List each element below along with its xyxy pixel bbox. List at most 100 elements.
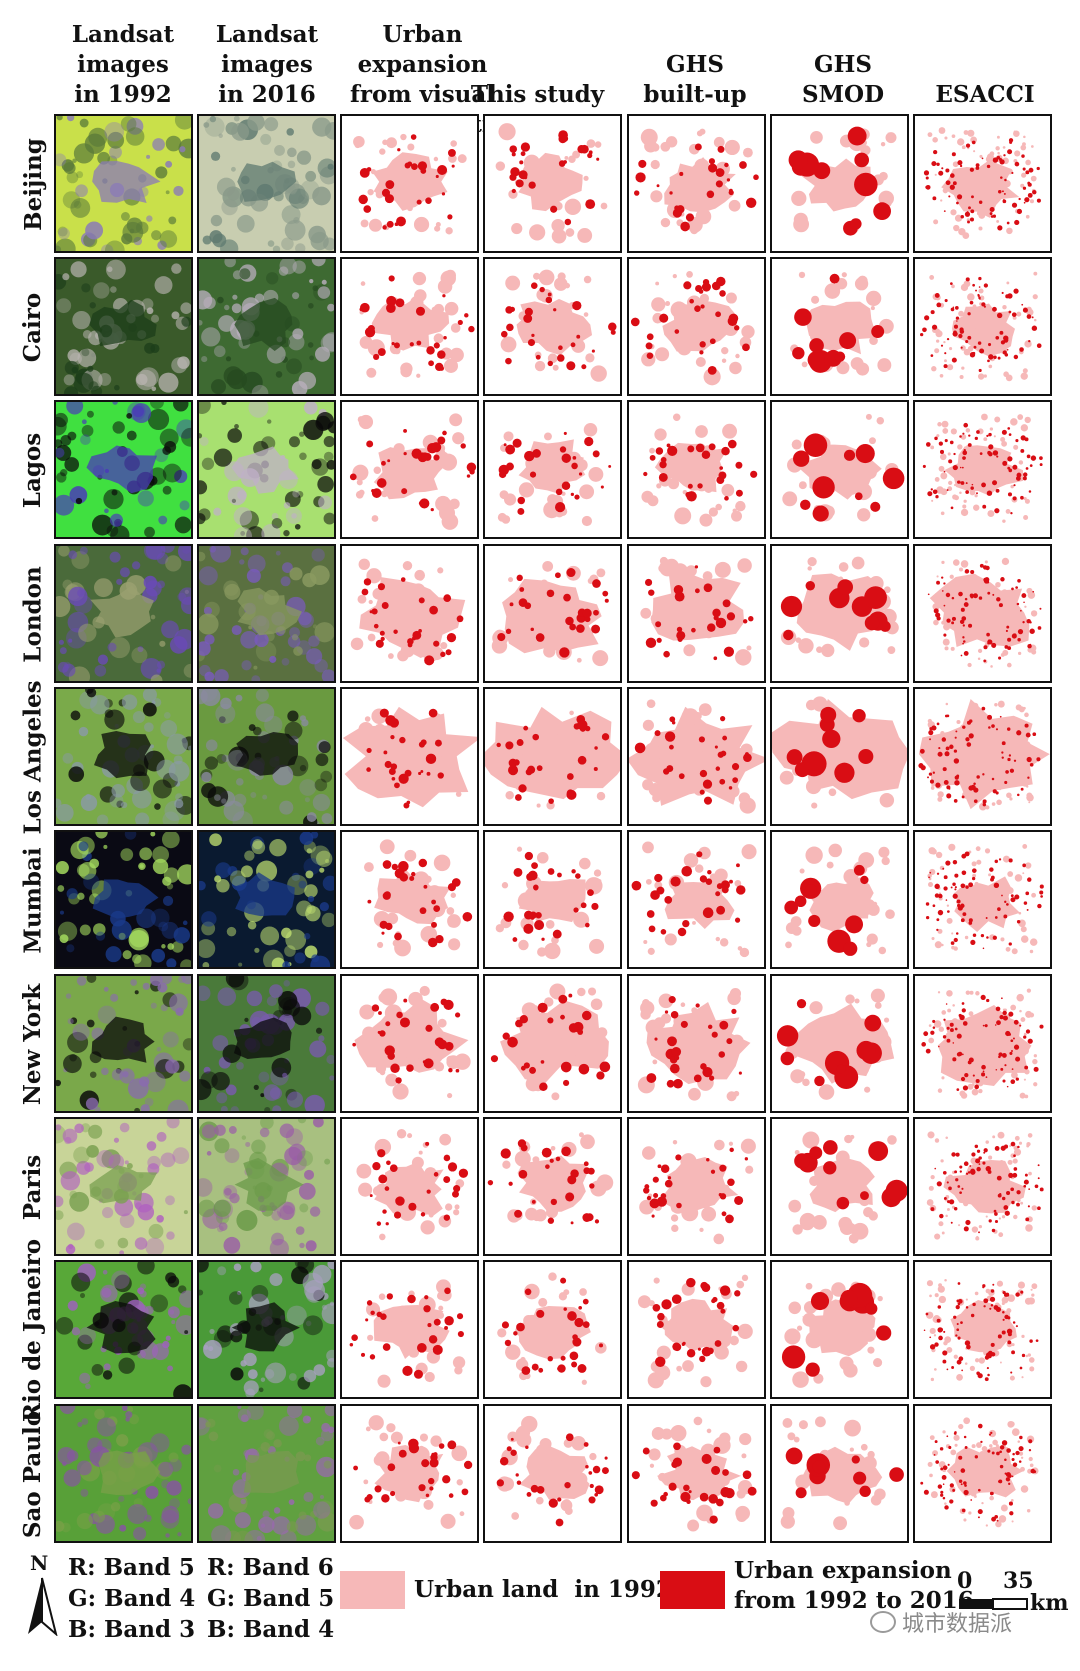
map-rio-de-janeiro-l1992 <box>54 1260 193 1399</box>
map-sao-paulo-l2016 <box>197 1404 336 1543</box>
map-los-angeles-l2016 <box>197 687 336 826</box>
map-mumbai-l1992 <box>54 830 193 969</box>
expansion-label: Urban expansion from 1992 to 2016 <box>734 1557 974 1614</box>
city-name: New York <box>19 983 47 1105</box>
map-mumbai-study <box>483 830 622 969</box>
map-sao-paulo-l1992 <box>54 1404 193 1543</box>
city-name: Los Angeles <box>19 679 47 835</box>
north-arrow-icon <box>28 1577 58 1636</box>
scale-bar <box>959 1598 1028 1610</box>
map-mumbai-ghssmod <box>770 830 909 969</box>
wechat-icon <box>870 1611 896 1633</box>
map-beijing-ghssmod <box>770 114 909 253</box>
bands-1992-r: R: Band 5 <box>68 1554 195 1581</box>
map-new-york-esacci <box>913 974 1052 1113</box>
map-lagos-study <box>483 400 622 539</box>
map-beijing-l1992 <box>54 114 193 253</box>
map-london-esacci <box>913 544 1052 683</box>
map-beijing-study <box>483 114 622 253</box>
map-sao-paulo-esacci <box>913 1404 1052 1543</box>
city-name: Rio de Janeiro <box>19 1238 47 1422</box>
city-name: Beijing <box>19 137 47 231</box>
urban-1992-label: Urban land in 1992 <box>414 1576 672 1603</box>
bands-2016-g: G: Band 5 <box>207 1585 335 1612</box>
column-header-l1992: Landsat images in 1992 <box>71 21 175 108</box>
map-lagos-ghsbu <box>627 400 766 539</box>
map-paris-ghsbu <box>627 1117 766 1256</box>
map-los-angeles-esacci <box>913 687 1052 826</box>
city-name: Cairo <box>19 292 47 362</box>
map-beijing-esacci <box>913 114 1052 253</box>
column-header-ghssmod: GHS SMOD <box>801 51 885 108</box>
map-new-york-ghssmod <box>770 974 909 1113</box>
map-mumbai-visual <box>340 830 479 969</box>
map-cairo-l1992 <box>54 257 193 396</box>
column-header-l2016: Landsat images in 2016 <box>215 21 319 108</box>
map-rio-de-janeiro-ghsbu <box>627 1260 766 1399</box>
bands-2016-b: B: Band 4 <box>207 1616 335 1643</box>
map-cairo-visual <box>340 257 479 396</box>
city-name: Mumbai <box>19 846 47 954</box>
map-lagos-ghssmod <box>770 400 909 539</box>
map-cairo-ghssmod <box>770 257 909 396</box>
map-los-angeles-visual <box>340 687 479 826</box>
map-cairo-esacci <box>913 257 1052 396</box>
map-paris-esacci <box>913 1117 1052 1256</box>
column-header-esacci: ESACCI <box>935 81 1035 108</box>
map-beijing-l2016 <box>197 114 336 253</box>
map-beijing-visual <box>340 114 479 253</box>
map-cairo-l2016 <box>197 257 336 396</box>
map-paris-l2016 <box>197 1117 336 1256</box>
map-london-l2016 <box>197 544 336 683</box>
map-mumbai-esacci <box>913 830 1052 969</box>
map-sao-paulo-ghsbu <box>627 1404 766 1543</box>
north-label: N <box>30 1551 49 1575</box>
map-lagos-visual <box>340 400 479 539</box>
city-name: London <box>19 565 47 663</box>
scale-unit: km <box>1030 1590 1069 1616</box>
map-mumbai-ghsbu <box>627 830 766 969</box>
map-london-ghsbu <box>627 544 766 683</box>
map-cairo-study <box>483 257 622 396</box>
map-los-angeles-l1992 <box>54 687 193 826</box>
map-sao-paulo-study <box>483 1404 622 1543</box>
map-sao-paulo-visual <box>340 1404 479 1543</box>
column-header-ghsbu: GHS built-up <box>643 51 747 108</box>
bands-1992-b: B: Band 3 <box>68 1616 196 1643</box>
map-rio-de-janeiro-ghssmod <box>770 1260 909 1399</box>
map-beijing-ghsbu <box>627 114 766 253</box>
map-rio-de-janeiro-esacci <box>913 1260 1052 1399</box>
map-lagos-l2016 <box>197 400 336 539</box>
map-london-ghssmod <box>770 544 909 683</box>
urban-1992-swatch <box>340 1571 405 1609</box>
expansion-swatch <box>660 1571 725 1609</box>
map-los-angeles-ghsbu <box>627 687 766 826</box>
map-london-study <box>483 544 622 683</box>
map-london-l1992 <box>54 544 193 683</box>
map-mumbai-l2016 <box>197 830 336 969</box>
map-new-york-ghsbu <box>627 974 766 1113</box>
map-rio-de-janeiro-visual <box>340 1260 479 1399</box>
map-lagos-esacci <box>913 400 1052 539</box>
map-los-angeles-study <box>483 687 622 826</box>
map-paris-visual <box>340 1117 479 1256</box>
map-los-angeles-ghssmod <box>770 687 909 826</box>
map-paris-study <box>483 1117 622 1256</box>
map-sao-paulo-ghssmod <box>770 1404 909 1543</box>
map-rio-de-janeiro-study <box>483 1260 622 1399</box>
map-new-york-study <box>483 974 622 1113</box>
map-cairo-ghsbu <box>627 257 766 396</box>
scale-max: 35 <box>1003 1568 1034 1594</box>
map-london-visual <box>340 544 479 683</box>
map-paris-ghssmod <box>770 1117 909 1256</box>
bands-1992-g: G: Band 4 <box>68 1585 196 1612</box>
map-paris-l1992 <box>54 1117 193 1256</box>
city-name: Lagos <box>19 432 47 508</box>
map-new-york-visual <box>340 974 479 1113</box>
bands-2016-r: R: Band 6 <box>207 1554 334 1581</box>
watermark: 城市数据派 <box>870 1606 1012 1638</box>
map-new-york-l1992 <box>54 974 193 1113</box>
map-new-york-l2016 <box>197 974 336 1113</box>
map-rio-de-janeiro-l2016 <box>197 1260 336 1399</box>
city-name: Paris <box>19 1154 47 1220</box>
